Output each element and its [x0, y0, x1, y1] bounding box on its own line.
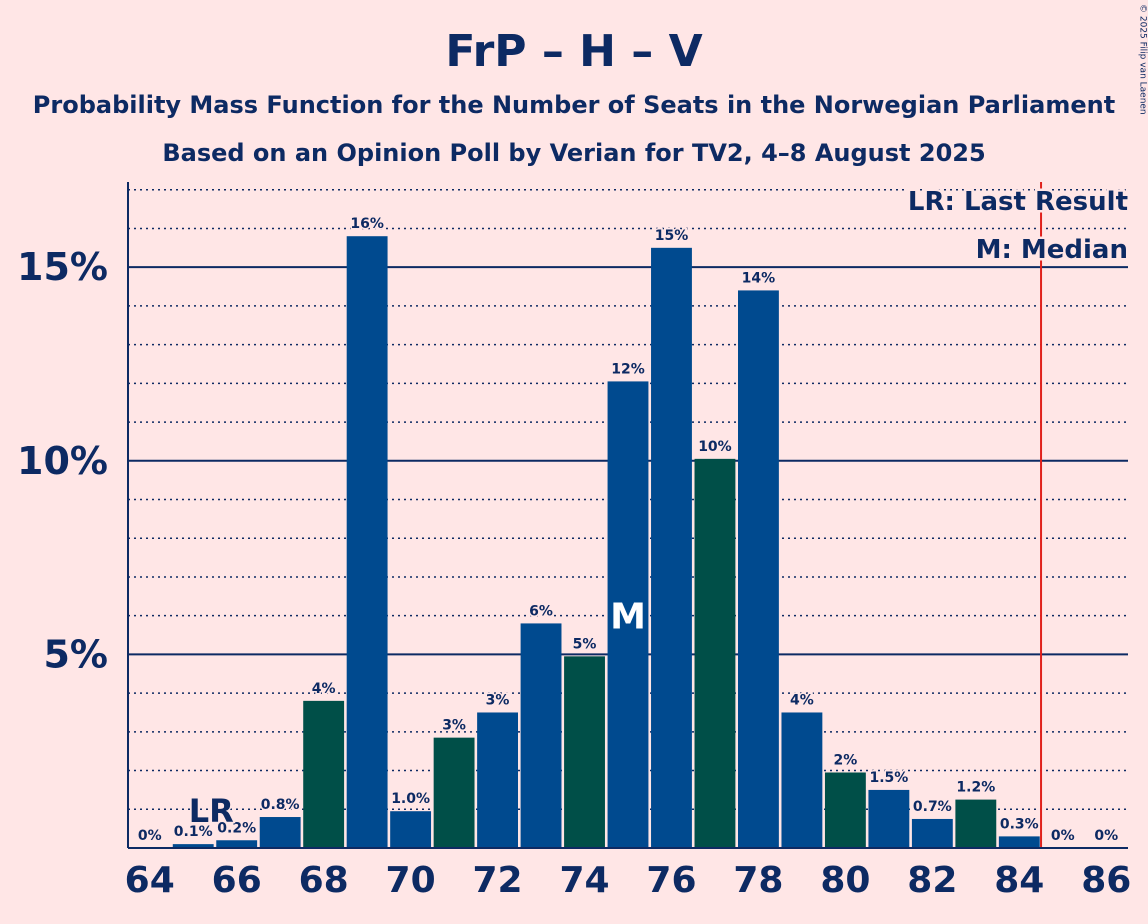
bar-value-label: 1.5% — [869, 770, 908, 786]
bar-value-label: 0.1% — [174, 824, 213, 840]
bar-value-label: 4% — [790, 692, 814, 708]
bar-value-label: 1.0% — [391, 791, 430, 807]
bar-value-label: 2% — [834, 752, 858, 768]
bar — [824, 772, 866, 848]
x-tick-label: 86 — [1081, 860, 1131, 901]
bar — [955, 799, 997, 848]
x-tick-label: 78 — [733, 860, 783, 901]
bar-value-label: 1.2% — [956, 780, 995, 796]
chart-subtitle: Probability Mass Function for the Number… — [33, 91, 1115, 119]
bar — [781, 712, 823, 848]
bar-value-label: 0% — [138, 828, 162, 844]
bar — [651, 247, 692, 849]
bar-value-label: 15% — [655, 228, 689, 244]
bar — [607, 381, 649, 848]
bar-value-label: 0.2% — [217, 820, 256, 836]
x-tick-label: 82 — [907, 860, 957, 901]
x-tick-label: 74 — [559, 860, 609, 901]
bar — [477, 712, 518, 848]
x-tick-label: 76 — [646, 860, 696, 901]
bar-value-label: 16% — [350, 216, 384, 232]
x-tick-label: 84 — [994, 860, 1044, 901]
plot-area: 5% 10% 15% 0% 0.1% 0.2% 0.8% 4% 16% 1.0% 3% 3% 6% 5% 1… — [17, 182, 1131, 901]
bar — [738, 290, 779, 849]
bar-value-label: 0% — [1094, 828, 1118, 844]
bar-value-label: 14% — [742, 270, 776, 286]
bar — [694, 458, 736, 848]
legend-entry: LR: Last Result — [908, 187, 1128, 217]
y-tick-label: 10% — [17, 439, 108, 483]
bar — [433, 737, 475, 848]
bar-value-label: 0.8% — [261, 797, 300, 813]
chart-subtitle-poll: Based on an Opinion Poll by Verian for T… — [162, 139, 985, 167]
median-marker: M — [610, 597, 646, 638]
bar-value-label: 3% — [442, 718, 466, 734]
legend-entry: M: Median — [976, 235, 1128, 265]
copyright: © 2025 Filip van Laenen — [1138, 4, 1148, 115]
bar — [911, 818, 953, 848]
x-tick-label: 66 — [212, 860, 262, 901]
bar — [998, 836, 1040, 848]
x-tick-label: 68 — [299, 860, 349, 901]
chart-title: FrP – H – V — [445, 26, 702, 77]
x-tick-label: 80 — [820, 860, 870, 901]
bar-value-label: 0.3% — [1000, 816, 1039, 832]
bar — [868, 789, 910, 848]
bar — [172, 844, 214, 848]
bar — [564, 656, 605, 848]
x-tick-label: 64 — [125, 860, 175, 901]
x-tick-label: 72 — [473, 860, 523, 901]
bar — [520, 623, 562, 848]
bar-value-label: 12% — [611, 361, 645, 377]
y-tick-label: 5% — [43, 632, 108, 676]
bar — [390, 811, 432, 848]
bar — [216, 840, 258, 848]
last-result-marker: LR — [189, 792, 234, 830]
y-tick-label: 15% — [17, 245, 108, 289]
bar — [259, 817, 301, 848]
bar-value-label: 4% — [312, 681, 336, 697]
x-tick-label: 70 — [386, 860, 436, 901]
bar-value-label: 6% — [529, 603, 553, 619]
bar-value-label: 10% — [698, 439, 732, 455]
bar-value-label: 3% — [486, 692, 510, 708]
bar — [303, 700, 345, 848]
bar-value-label: 0% — [1051, 828, 1075, 844]
bar — [346, 236, 388, 849]
bar-value-label: 5% — [573, 636, 597, 652]
bar-value-label: 0.7% — [913, 799, 952, 815]
